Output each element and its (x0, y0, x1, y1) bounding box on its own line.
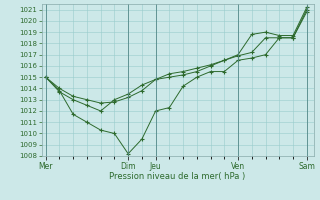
X-axis label: Pression niveau de la mer( hPa ): Pression niveau de la mer( hPa ) (109, 172, 246, 181)
